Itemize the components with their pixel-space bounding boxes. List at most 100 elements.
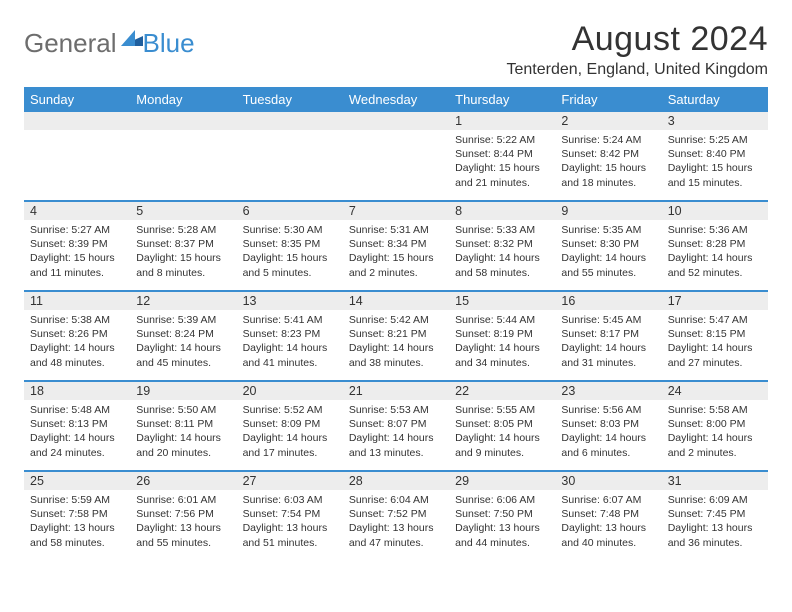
sunrise-text: Sunrise: 6:09 AM xyxy=(668,493,762,507)
weekday-label: Monday xyxy=(130,87,236,112)
calendar-day-cell: 7Sunrise: 5:31 AMSunset: 8:34 PMDaylight… xyxy=(343,202,449,290)
daylight2-text: and 15 minutes. xyxy=(668,176,762,190)
day-number: 1 xyxy=(449,112,555,130)
day-details: Sunrise: 5:25 AMSunset: 8:40 PMDaylight:… xyxy=(662,130,768,194)
daylight1-text: Daylight: 14 hours xyxy=(243,341,337,355)
weekday-label: Sunday xyxy=(24,87,130,112)
sunset-text: Sunset: 8:34 PM xyxy=(349,237,443,251)
day-details: Sunrise: 5:41 AMSunset: 8:23 PMDaylight:… xyxy=(237,310,343,374)
daylight2-text: and 13 minutes. xyxy=(349,446,443,460)
sunrise-text: Sunrise: 5:41 AM xyxy=(243,313,337,327)
sunset-text: Sunset: 8:40 PM xyxy=(668,147,762,161)
daylight1-text: Daylight: 14 hours xyxy=(455,251,549,265)
daylight2-text: and 9 minutes. xyxy=(455,446,549,460)
daylight1-text: Daylight: 15 hours xyxy=(561,161,655,175)
calendar-day-cell: 22Sunrise: 5:55 AMSunset: 8:05 PMDayligh… xyxy=(449,382,555,470)
daylight1-text: Daylight: 14 hours xyxy=(561,431,655,445)
day-details: Sunrise: 5:31 AMSunset: 8:34 PMDaylight:… xyxy=(343,220,449,284)
day-number: 15 xyxy=(449,292,555,310)
day-number: 20 xyxy=(237,382,343,400)
month-title: August 2024 xyxy=(506,20,768,59)
day-number: 4 xyxy=(24,202,130,220)
day-number: 5 xyxy=(130,202,236,220)
calendar-day-cell xyxy=(343,112,449,200)
day-details: Sunrise: 5:30 AMSunset: 8:35 PMDaylight:… xyxy=(237,220,343,284)
sunrise-text: Sunrise: 5:50 AM xyxy=(136,403,230,417)
day-details: Sunrise: 6:01 AMSunset: 7:56 PMDaylight:… xyxy=(130,490,236,554)
day-number: 12 xyxy=(130,292,236,310)
sunset-text: Sunset: 8:19 PM xyxy=(455,327,549,341)
sunrise-text: Sunrise: 5:25 AM xyxy=(668,133,762,147)
calendar-day-cell: 29Sunrise: 6:06 AMSunset: 7:50 PMDayligh… xyxy=(449,472,555,560)
sunset-text: Sunset: 8:00 PM xyxy=(668,417,762,431)
daylight2-text: and 11 minutes. xyxy=(30,266,124,280)
calendar-day-cell: 12Sunrise: 5:39 AMSunset: 8:24 PMDayligh… xyxy=(130,292,236,380)
day-number: 22 xyxy=(449,382,555,400)
day-number: 13 xyxy=(237,292,343,310)
day-details: Sunrise: 5:27 AMSunset: 8:39 PMDaylight:… xyxy=(24,220,130,284)
daylight1-text: Daylight: 14 hours xyxy=(668,431,762,445)
sunrise-text: Sunrise: 5:59 AM xyxy=(30,493,124,507)
day-details: Sunrise: 5:45 AMSunset: 8:17 PMDaylight:… xyxy=(555,310,661,374)
weekday-label: Tuesday xyxy=(237,87,343,112)
daylight2-text: and 24 minutes. xyxy=(30,446,124,460)
calendar-day-cell: 13Sunrise: 5:41 AMSunset: 8:23 PMDayligh… xyxy=(237,292,343,380)
weekday-label: Wednesday xyxy=(343,87,449,112)
sunset-text: Sunset: 8:03 PM xyxy=(561,417,655,431)
weekday-label: Saturday xyxy=(662,87,768,112)
day-number: 10 xyxy=(662,202,768,220)
day-number: 30 xyxy=(555,472,661,490)
daylight2-text: and 27 minutes. xyxy=(668,356,762,370)
weekday-header-row: SundayMondayTuesdayWednesdayThursdayFrid… xyxy=(24,87,768,112)
day-details: Sunrise: 5:38 AMSunset: 8:26 PMDaylight:… xyxy=(24,310,130,374)
calendar-day-cell: 5Sunrise: 5:28 AMSunset: 8:37 PMDaylight… xyxy=(130,202,236,290)
day-details: Sunrise: 5:39 AMSunset: 8:24 PMDaylight:… xyxy=(130,310,236,374)
sunset-text: Sunset: 8:30 PM xyxy=(561,237,655,251)
calendar-grid: SundayMondayTuesdayWednesdayThursdayFrid… xyxy=(24,87,768,560)
sunrise-text: Sunrise: 5:30 AM xyxy=(243,223,337,237)
page-header: General Blue August 2024 Tenterden, Engl… xyxy=(24,20,768,79)
day-details: Sunrise: 6:07 AMSunset: 7:48 PMDaylight:… xyxy=(555,490,661,554)
day-number: 27 xyxy=(237,472,343,490)
day-details: Sunrise: 5:44 AMSunset: 8:19 PMDaylight:… xyxy=(449,310,555,374)
daylight2-text: and 41 minutes. xyxy=(243,356,337,370)
day-details xyxy=(130,130,236,137)
day-details: Sunrise: 5:42 AMSunset: 8:21 PMDaylight:… xyxy=(343,310,449,374)
weekday-label: Friday xyxy=(555,87,661,112)
day-details xyxy=(343,130,449,137)
sunrise-text: Sunrise: 5:47 AM xyxy=(668,313,762,327)
day-number: 21 xyxy=(343,382,449,400)
day-number: 6 xyxy=(237,202,343,220)
sunrise-text: Sunrise: 5:42 AM xyxy=(349,313,443,327)
daylight1-text: Daylight: 14 hours xyxy=(668,341,762,355)
sunset-text: Sunset: 8:28 PM xyxy=(668,237,762,251)
sunrise-text: Sunrise: 5:56 AM xyxy=(561,403,655,417)
sunrise-text: Sunrise: 5:38 AM xyxy=(30,313,124,327)
day-details: Sunrise: 5:55 AMSunset: 8:05 PMDaylight:… xyxy=(449,400,555,464)
day-details: Sunrise: 5:35 AMSunset: 8:30 PMDaylight:… xyxy=(555,220,661,284)
day-number: 7 xyxy=(343,202,449,220)
sunrise-text: Sunrise: 5:31 AM xyxy=(349,223,443,237)
daylight2-text: and 2 minutes. xyxy=(668,446,762,460)
weeks-container: 1Sunrise: 5:22 AMSunset: 8:44 PMDaylight… xyxy=(24,112,768,560)
daylight2-text: and 58 minutes. xyxy=(455,266,549,280)
day-details xyxy=(237,130,343,137)
day-number: 9 xyxy=(555,202,661,220)
sunset-text: Sunset: 8:23 PM xyxy=(243,327,337,341)
calendar-day-cell: 25Sunrise: 5:59 AMSunset: 7:58 PMDayligh… xyxy=(24,472,130,560)
calendar-day-cell: 9Sunrise: 5:35 AMSunset: 8:30 PMDaylight… xyxy=(555,202,661,290)
logo-text-general: General xyxy=(24,28,117,59)
daylight2-text: and 55 minutes. xyxy=(561,266,655,280)
calendar-day-cell: 14Sunrise: 5:42 AMSunset: 8:21 PMDayligh… xyxy=(343,292,449,380)
calendar-week: 25Sunrise: 5:59 AMSunset: 7:58 PMDayligh… xyxy=(24,470,768,560)
daylight1-text: Daylight: 15 hours xyxy=(668,161,762,175)
daylight2-text: and 2 minutes. xyxy=(349,266,443,280)
day-number: 16 xyxy=(555,292,661,310)
daylight1-text: Daylight: 13 hours xyxy=(561,521,655,535)
day-number: 8 xyxy=(449,202,555,220)
daylight1-text: Daylight: 14 hours xyxy=(455,341,549,355)
calendar-week: 11Sunrise: 5:38 AMSunset: 8:26 PMDayligh… xyxy=(24,290,768,380)
sunset-text: Sunset: 8:09 PM xyxy=(243,417,337,431)
daylight1-text: Daylight: 14 hours xyxy=(561,251,655,265)
day-details: Sunrise: 5:48 AMSunset: 8:13 PMDaylight:… xyxy=(24,400,130,464)
